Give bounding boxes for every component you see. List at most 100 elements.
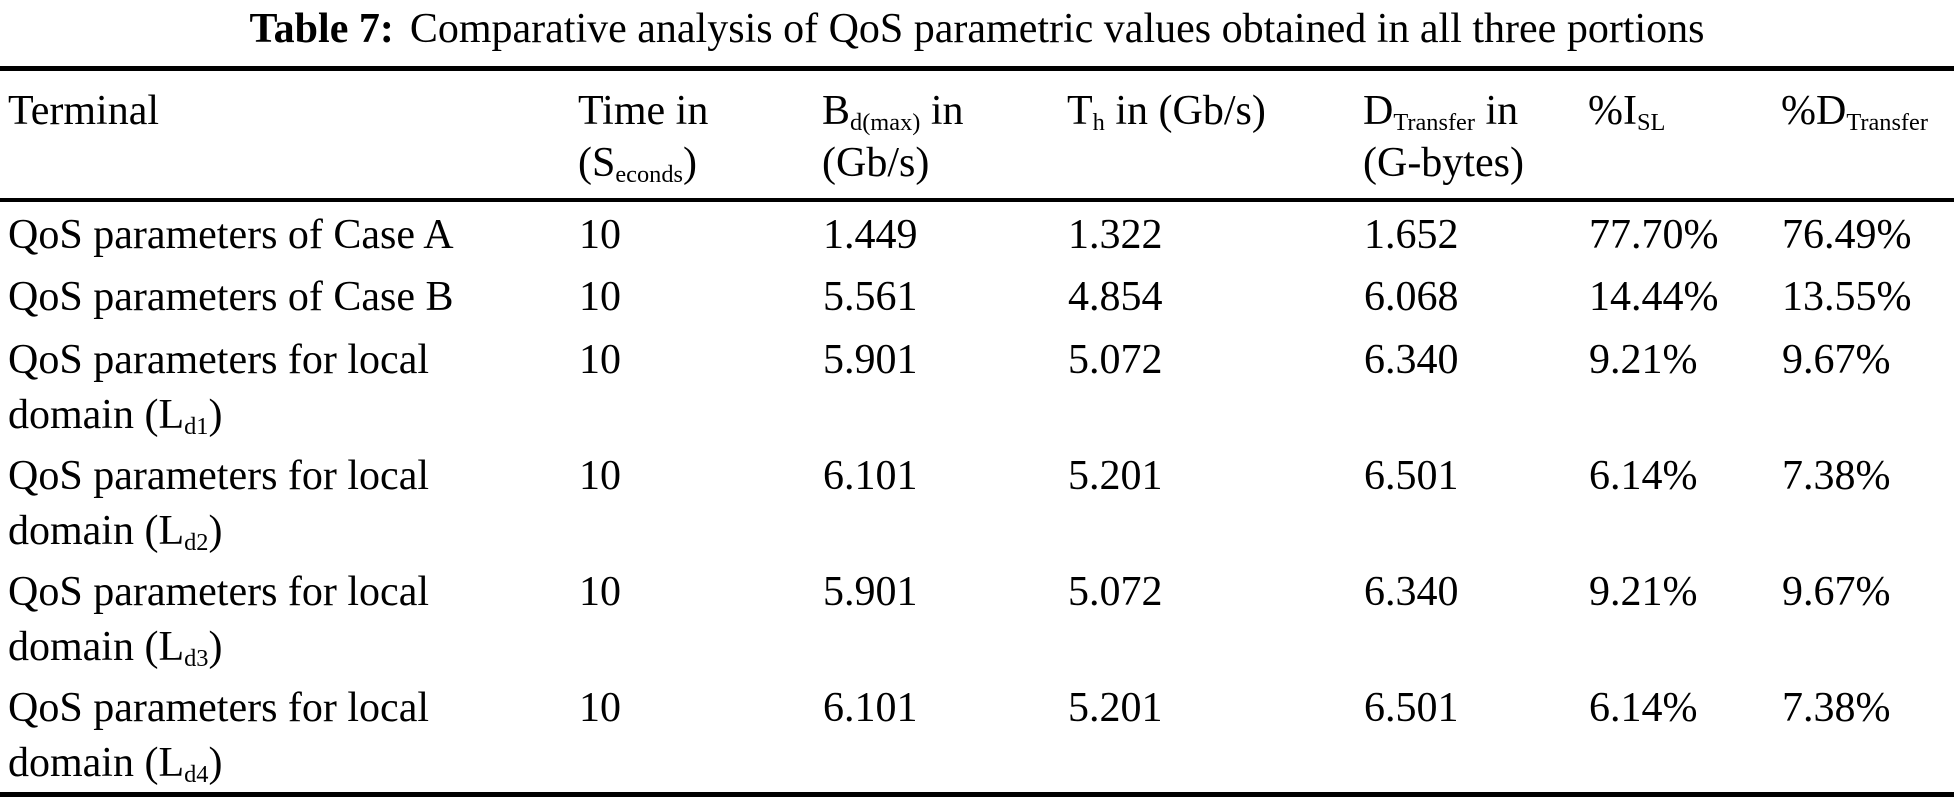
cell-bd-max: 5.561 — [823, 273, 918, 320]
terminal-line1: QoS parameters for local — [8, 685, 430, 732]
table-row: QoS parameters of Case A 10 1.449 1.322 1.65… — [0, 200, 1954, 264]
col-header-bdmax-unit: (Gb/s) — [822, 139, 930, 186]
cell-t-h: 1.322 — [1068, 212, 1163, 259]
terminal-line2-subscript: d2 — [184, 528, 209, 556]
terminal-line2-post: ) — [208, 623, 223, 670]
col-header-dtransfer: DTransfer in (G-bytes) — [1363, 69, 1588, 201]
cell-time: 10 — [579, 569, 621, 616]
cell-t-h: 5.072 — [1068, 569, 1163, 616]
cell-d-transfer-pct: 9.67% — [1782, 336, 1891, 383]
col-header-dtransfer-pct-line1: %DTransfer — [1781, 86, 1954, 138]
col-header-bdmax-subscript: d(max) — [850, 109, 921, 137]
cell-t-h: 5.201 — [1068, 453, 1163, 500]
col-header-time-line2: (Seconds) — [578, 138, 822, 190]
col-header-bdmax-line1: Bd(max) in — [822, 86, 1067, 138]
table-header: Terminal Time in (Seconds) Bd(max) in (G… — [0, 69, 1954, 201]
table-caption-text: Comparative analysis of QoS parametric v… — [409, 6, 1705, 52]
cell-time: 10 — [579, 685, 621, 732]
cell-d-transfer-pct: 9.67% — [1782, 569, 1891, 616]
table-row: QoS parameters for local domain (Ld3) 10 5.… — [0, 559, 1954, 675]
cell-i-sl-pct: 9.21% — [1589, 569, 1698, 616]
cell-t-h: 5.072 — [1068, 336, 1163, 383]
col-header-terminal-line1: Terminal — [8, 86, 578, 138]
col-header-time-label: Time in — [578, 88, 709, 134]
col-header-dtransfer-pct-subscript: Transfer — [1846, 109, 1928, 137]
terminal-line2-post: ) — [208, 391, 223, 438]
terminal-line2-subscript: d4 — [184, 761, 209, 789]
cell-d-transfer: 6.068 — [1364, 273, 1459, 320]
cell-terminal: QoS parameters for local domain (Ld3) — [0, 559, 578, 675]
terminal-line2-subscript: d1 — [184, 412, 209, 440]
table-row: QoS parameters of Case B 10 5.561 4.854 6.06… — [0, 264, 1954, 327]
cell-t-h: 4.854 — [1068, 273, 1163, 320]
table-body: QoS parameters of Case A 10 1.449 1.322 1.65… — [0, 200, 1954, 794]
col-header-dtransfer-subscript: Transfer — [1393, 109, 1475, 137]
col-header-dtransfer-suffix: in — [1475, 88, 1519, 134]
col-header-th-suffix: in (Gb/s) — [1104, 88, 1266, 134]
col-header-th-line1: Th in (Gb/s) — [1067, 86, 1363, 138]
col-header-isl-symbol: %I — [1588, 88, 1637, 134]
cell-bd-max: 6.101 — [823, 453, 918, 500]
col-header-dtransfer-line1: DTransfer in — [1363, 86, 1588, 138]
cell-bd-max: 6.101 — [823, 685, 918, 732]
table-caption-label: Table 7: — [249, 6, 394, 52]
cell-d-transfer-pct: 7.38% — [1782, 685, 1891, 732]
terminal-line1: QoS parameters of Case A — [8, 212, 454, 259]
terminal-line2-subscript: d3 — [184, 644, 209, 672]
terminal-line2-post: ) — [208, 507, 223, 554]
cell-time: 10 — [579, 273, 621, 320]
col-header-bdmax: Bd(max) in (Gb/s) — [822, 69, 1067, 201]
terminal-line2: domain (Ld3) — [8, 620, 577, 675]
terminal-line2-pre: domain (L — [8, 623, 185, 670]
terminal-line2: domain (Ld1) — [8, 388, 577, 443]
cell-d-transfer: 1.652 — [1364, 212, 1459, 259]
col-header-dtransfer-line2: (G-bytes) — [1363, 138, 1588, 190]
col-header-isl-subscript: SL — [1636, 109, 1666, 137]
col-header-isl-line1: %ISL — [1588, 86, 1781, 138]
cell-time: 10 — [579, 336, 621, 383]
cell-i-sl-pct: 14.44% — [1589, 273, 1719, 320]
qos-table: Terminal Time in (Seconds) Bd(max) in (G… — [0, 66, 1954, 797]
col-header-th: Th in (Gb/s) — [1067, 69, 1363, 201]
col-header-th-symbol: T — [1067, 88, 1093, 134]
col-header-time: Time in (Seconds) — [578, 69, 822, 201]
col-header-dtransfer-unit: (G-bytes) — [1363, 139, 1524, 186]
terminal-line1: QoS parameters for local — [8, 336, 430, 383]
terminal-line2-pre: domain (L — [8, 507, 185, 554]
table-row: QoS parameters for local domain (Ld1) 10 5.… — [0, 327, 1954, 443]
col-header-bdmax-symbol: B — [822, 88, 851, 134]
header-row: Terminal Time in (Seconds) Bd(max) in (G… — [0, 69, 1954, 201]
col-header-bdmax-suffix: in — [920, 88, 964, 134]
terminal-line2: domain (Ld4) — [8, 736, 577, 791]
col-header-time-line1: Time in — [578, 86, 822, 138]
terminal-line2-post: ) — [208, 740, 223, 787]
col-header-bdmax-line2: (Gb/s) — [822, 138, 1067, 190]
cell-i-sl-pct: 6.14% — [1589, 685, 1698, 732]
cell-terminal: QoS parameters for local domain (Ld2) — [0, 443, 578, 559]
cell-time: 10 — [579, 212, 621, 259]
col-header-dtransfer-pct-symbol: %D — [1781, 88, 1847, 134]
cell-d-transfer-pct: 76.49% — [1782, 212, 1912, 259]
col-header-terminal-label: Terminal — [8, 88, 159, 134]
table-row: QoS parameters for local domain (Ld4) 10 6.… — [0, 675, 1954, 794]
terminal-line2: domain (Ld2) — [8, 504, 577, 559]
cell-terminal: QoS parameters of Case A — [0, 200, 578, 264]
cell-i-sl-pct: 6.14% — [1589, 453, 1698, 500]
cell-bd-max: 1.449 — [823, 212, 918, 259]
col-header-th-subscript: h — [1092, 109, 1105, 137]
terminal-line2-pre: domain (L — [8, 740, 185, 787]
cell-d-transfer-pct: 13.55% — [1782, 273, 1912, 320]
terminal-line1: QoS parameters for local — [8, 453, 430, 500]
col-header-dtransfer-pct: %DTransfer — [1781, 69, 1954, 201]
cell-i-sl-pct: 77.70% — [1589, 212, 1719, 259]
col-header-isl: %ISL — [1588, 69, 1781, 201]
terminal-line1: QoS parameters of Case B — [8, 273, 454, 320]
cell-terminal: QoS parameters of Case B — [0, 264, 578, 327]
cell-d-transfer: 6.501 — [1364, 453, 1459, 500]
terminal-line1: QoS parameters for local — [8, 569, 430, 616]
col-header-time-unit-pre: (S — [578, 139, 616, 186]
cell-bd-max: 5.901 — [823, 569, 918, 616]
cell-time: 10 — [579, 453, 621, 500]
cell-terminal: QoS parameters for local domain (Ld4) — [0, 675, 578, 794]
